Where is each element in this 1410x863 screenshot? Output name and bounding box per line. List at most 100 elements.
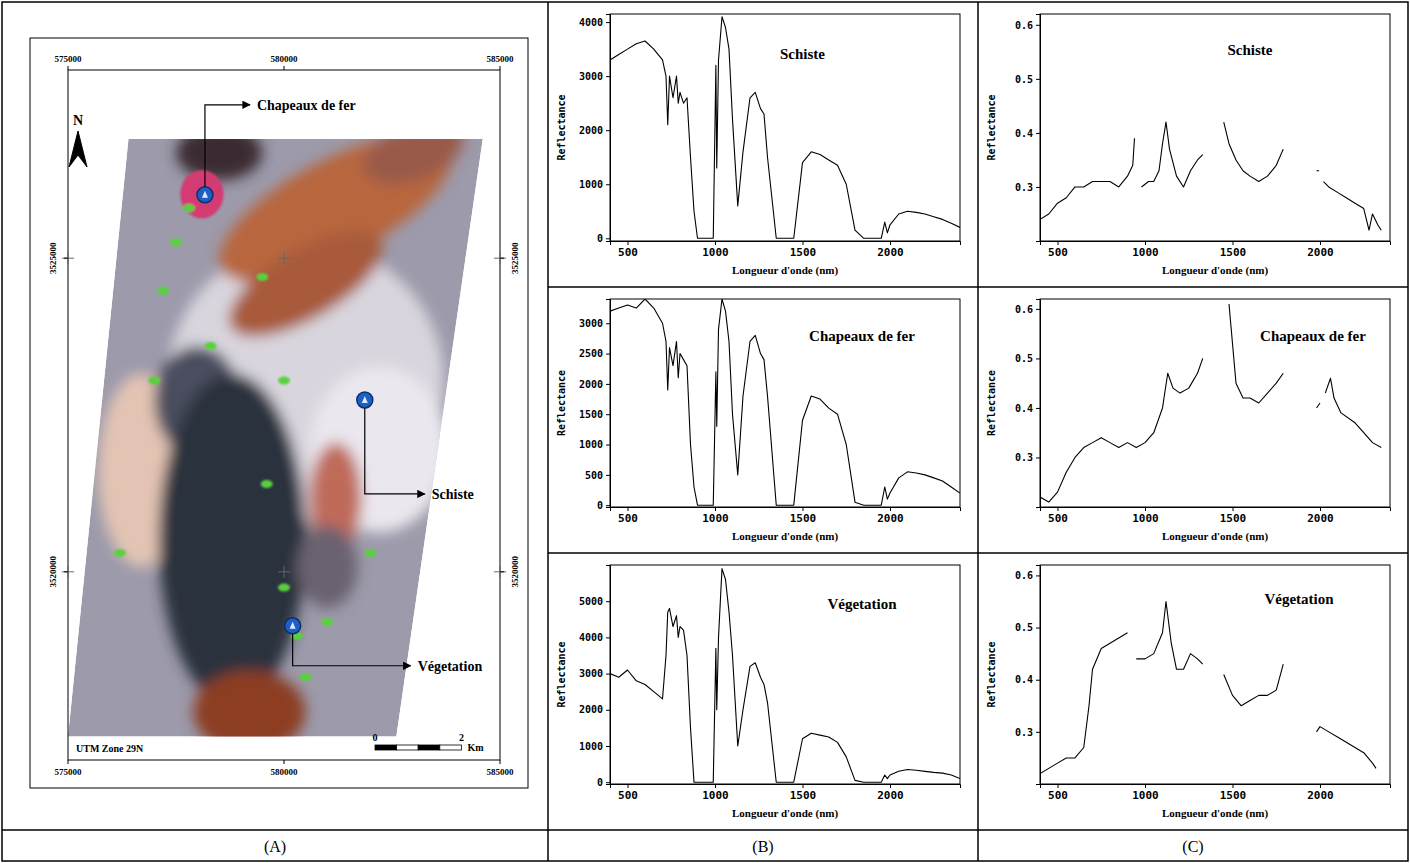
vegetation-patch bbox=[148, 377, 160, 385]
figure-grid bbox=[2, 2, 1408, 861]
x-coordinate-label: 575000 bbox=[55, 54, 83, 64]
x-axis: 500100015002000 bbox=[611, 507, 961, 525]
x-coordinate-label: 580000 bbox=[271, 54, 299, 64]
tick: 4000 bbox=[579, 17, 610, 28]
leader-line bbox=[205, 105, 250, 187]
graticule-cross bbox=[62, 566, 74, 578]
tick-label: 0.4 bbox=[1015, 674, 1033, 685]
map-outer-frame bbox=[30, 38, 528, 788]
tick-mark bbox=[64, 571, 68, 572]
tick-label: 2000 bbox=[1307, 246, 1334, 259]
vegetation-patch bbox=[205, 342, 217, 350]
tick: 1000 bbox=[579, 439, 610, 450]
tick-label: 0.3 bbox=[1015, 452, 1033, 463]
tick-label: 0.6 bbox=[1015, 570, 1033, 581]
tick: 2000 bbox=[877, 241, 904, 259]
vegetation-patch bbox=[114, 549, 126, 557]
data-area bbox=[1040, 304, 1381, 502]
tick: 1000 bbox=[702, 507, 729, 525]
sample-marker bbox=[357, 392, 373, 408]
axis-line bbox=[606, 300, 611, 508]
image-tone bbox=[159, 374, 306, 705]
tick-label: 1500 bbox=[790, 789, 817, 802]
y-axis: 050010001500200025003000 bbox=[579, 300, 611, 511]
data-area bbox=[1040, 602, 1376, 774]
tick: 0.3 bbox=[1015, 727, 1040, 738]
spectrum-panel: 50010001500200001000200030004000Longueur… bbox=[556, 14, 961, 277]
tick: 2000 bbox=[877, 784, 904, 802]
tick-label: 0.5 bbox=[1015, 353, 1033, 364]
graticule-cross bbox=[278, 566, 290, 578]
plot-title: Chapeaux de fer bbox=[1260, 328, 1366, 344]
tick-label: 2000 bbox=[877, 789, 904, 802]
tick-mark bbox=[606, 184, 610, 185]
vegetation-patch bbox=[364, 549, 376, 557]
tick: 0 bbox=[597, 233, 610, 244]
tick: 1500 bbox=[790, 507, 817, 525]
x-coordinate-label: 585000 bbox=[487, 54, 515, 64]
tick-mark bbox=[606, 505, 610, 506]
image-tone bbox=[180, 170, 223, 218]
tick: 3000 bbox=[579, 668, 610, 679]
tick: 500 bbox=[1048, 241, 1068, 259]
tick-label: 500 bbox=[618, 246, 638, 259]
tick-mark bbox=[606, 238, 610, 239]
x-axis: 500100015002000 bbox=[611, 241, 961, 259]
tick-mark bbox=[1036, 628, 1040, 629]
tick-mark bbox=[628, 784, 629, 788]
tick-label: 0.4 bbox=[1015, 128, 1033, 139]
axis-line bbox=[611, 508, 961, 512]
plot-frame bbox=[1040, 14, 1390, 241]
tick-label: 1000 bbox=[579, 179, 603, 190]
axis-line bbox=[611, 785, 961, 789]
tick-label: 2500 bbox=[579, 348, 603, 359]
tick-mark bbox=[500, 571, 504, 572]
tick-mark bbox=[606, 384, 610, 385]
axis-line bbox=[1041, 508, 1391, 512]
tick-label: 3000 bbox=[579, 668, 603, 679]
tick-mark bbox=[1320, 507, 1321, 511]
axis-line bbox=[1036, 15, 1041, 242]
y-coordinate-label: 3525000 bbox=[48, 242, 58, 274]
tick-mark bbox=[1145, 507, 1146, 511]
tick-mark bbox=[1036, 457, 1040, 458]
tick-label: 500 bbox=[1048, 512, 1068, 525]
plot-frame bbox=[610, 299, 960, 507]
tick-label: 2000 bbox=[1307, 512, 1334, 525]
tick-label: 1500 bbox=[1220, 246, 1247, 259]
satellite-image bbox=[68, 105, 483, 754]
sample-points bbox=[197, 187, 373, 634]
tick-mark bbox=[500, 258, 504, 259]
spectrum-line bbox=[610, 299, 960, 505]
axis-line bbox=[1036, 566, 1041, 785]
x-coordinate-label: 580000 bbox=[271, 767, 299, 777]
tick-mark bbox=[68, 760, 69, 764]
plot-title: Végetation bbox=[827, 596, 897, 612]
y-axis-title: Reflectance bbox=[556, 641, 567, 707]
spectrum-line bbox=[610, 17, 960, 239]
tick: 3000 bbox=[579, 71, 610, 82]
tick-mark bbox=[606, 475, 610, 476]
tick-label: 3000 bbox=[579, 71, 603, 82]
tick-label: 0 bbox=[597, 777, 603, 788]
row-divider bbox=[548, 286, 1408, 288]
x-axis-title: Longueur d'onde (nm) bbox=[732, 264, 838, 277]
tick-label: 1000 bbox=[1132, 789, 1159, 802]
tick: 1500 bbox=[1220, 507, 1247, 525]
tick: 2000 bbox=[1307, 507, 1334, 525]
graticule-cross bbox=[62, 252, 74, 264]
tick-mark bbox=[1233, 784, 1234, 788]
tick-label: 500 bbox=[585, 470, 603, 481]
tick-label: 1000 bbox=[579, 741, 603, 752]
tick: 1000 bbox=[1132, 507, 1159, 525]
tick: 500 bbox=[1048, 784, 1068, 802]
sample-label: Schiste bbox=[432, 487, 474, 502]
tick: 0.5 bbox=[1015, 74, 1040, 85]
map-panel: 5750005750005800005800005850005850003520… bbox=[30, 38, 528, 788]
data-area bbox=[610, 299, 960, 505]
tick-mark bbox=[1058, 507, 1059, 511]
axis-line bbox=[1036, 300, 1041, 508]
tick-label: 5000 bbox=[579, 596, 603, 607]
tick-label: 0.3 bbox=[1015, 182, 1033, 193]
x-axis-title: Longueur d'onde (nm) bbox=[732, 530, 838, 543]
